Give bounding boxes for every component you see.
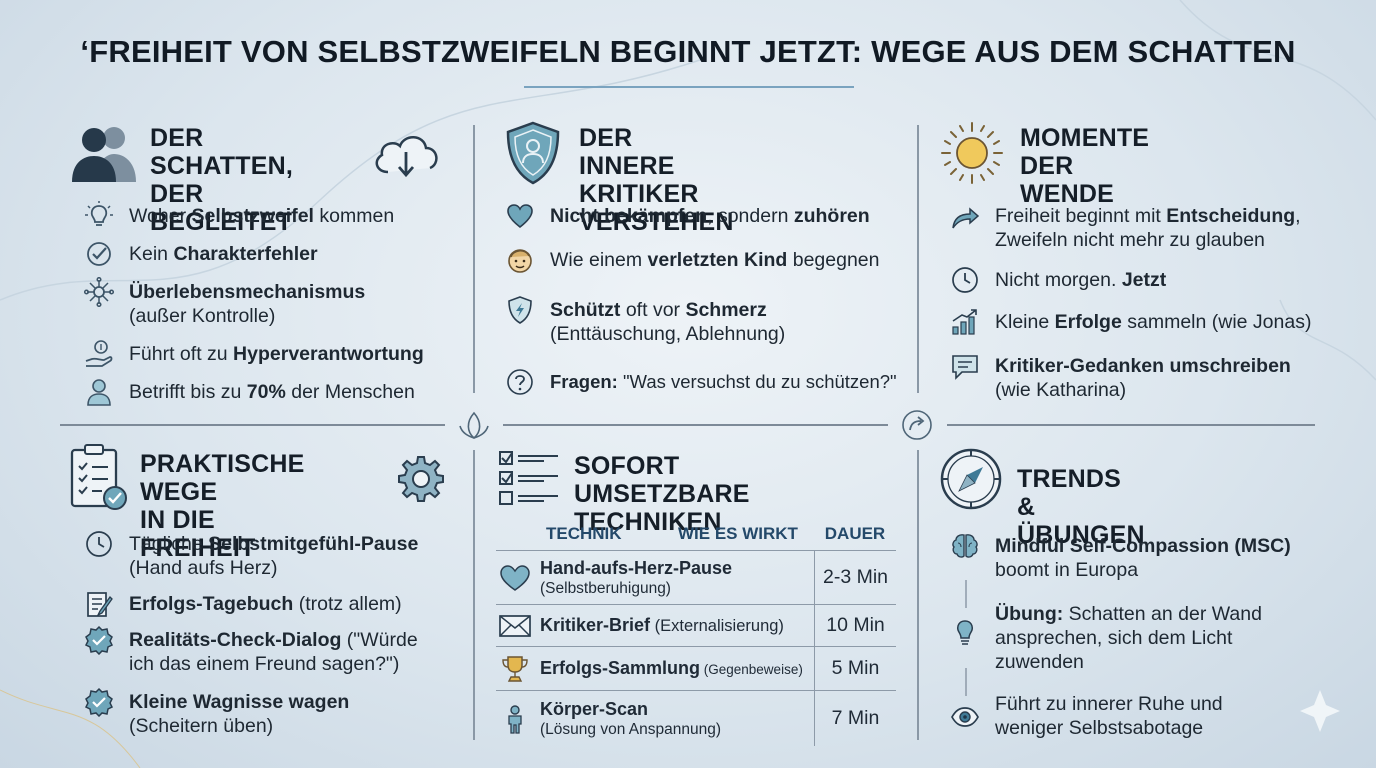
checklist-clipboard-icon [70,444,127,510]
list-item: Kritiker-Gedanken umschreiben (wie Kathar… [950,350,1350,412]
gear-icon [398,456,444,502]
technique-duration: 5 Min [814,647,896,690]
divider [917,450,919,740]
badge-check-icon [84,687,114,717]
arrow-share-icon [952,207,980,229]
people-icon [72,127,136,182]
divider [473,125,475,393]
share-ornament-icon [902,410,932,440]
list-item: Wie einem verletzten Kind begegnen [505,248,905,292]
item-list: Tägliche Selbstmitgefühl-Pause (Hand aufs… [84,531,464,740]
technique-duration: 2-3 Min [814,551,896,604]
network-icon [84,277,114,307]
list-item: Betrifft bis zu 70% der Menschen [84,379,464,418]
list-item: Kleine Wagnisse wagen (Scheitern üben) [84,687,464,740]
table-row: Hand-aufs-Herz-Pause (Selbstberuhigung) 2… [496,550,896,604]
technique-name: Kritiker-Brief [540,615,651,635]
divider [947,424,1315,426]
child-face-icon [508,249,532,273]
clock-icon [952,267,978,293]
list-item: Woher Selbstzweifel kommen [84,201,464,242]
lightbulb-icon [85,201,113,226]
list-item: Überlebensmechanismus (außer Kontrolle) [84,277,464,342]
divider [60,424,445,426]
panel-heading: SOFORT UMSETZBARE TECHNIKEN [574,452,750,536]
panel-heading: PRAKTISCHE WEGE IN DIE FREIHEIT [140,450,305,562]
page-title: ‘FREIHEIT VON SELBSTZWEIFELN BEGINNT JET… [80,34,1296,69]
column-header-technik: TECHNIK [546,524,622,543]
technique-effect: (Lösung von Anspannung) [540,720,721,738]
technique-effect: (Externalisierung) [650,617,784,635]
person-icon [508,704,522,734]
divider [473,450,475,740]
table-row: Erfolgs-Sammlung (Gegenbeweise) 5 Min [496,646,896,690]
check-circle-icon [87,242,111,266]
question-icon [507,369,533,395]
list-item: Tägliche Selbstmitgefühl-Pause (Hand aufs… [84,531,464,592]
speech-bubble-icon [952,355,978,380]
panel-heading: MOMENTE DER WENDE [1020,124,1150,208]
growth-chart-icon [952,309,977,335]
list-item: Kleine Erfolge sammeln (wie Jonas) [950,309,1350,350]
list-item: Führt oft zu Hyperverantwortung [84,340,464,380]
panel-heading: DER INNERE KRITIKER VERSTEHEN [579,124,734,236]
column-header-wirkung: WIE ES WIRKT [678,524,798,543]
checklist-icon [499,451,558,505]
technique-name: Körper-Scan [540,698,649,719]
list-item: Fragen: "Was versuchst du zu schützen?" [505,356,905,396]
leaf-ornament-icon [459,411,489,440]
column-header-dauer: DAUER [824,524,886,543]
panel-heading: DER SCHATTEN, DER BEGLEITET [150,124,293,236]
table-header: TECHNIK WIE ES WIRKT DAUER [496,522,896,546]
panel-heading: TRENDS & ÜBUNGEN [1017,465,1145,549]
list-item: Freiheit beginnt mit Entscheidung, Zweife… [950,204,1350,268]
title-underline [524,86,854,88]
timeline-connector [965,580,967,696]
heart-icon [500,564,530,591]
divider [503,424,888,426]
list-item: Nicht bekämpfen, sondern zuhören [505,204,905,248]
table-row: Kritiker-Brief (Externalisierung) 10 Min [496,604,896,646]
technique-duration: 7 Min [814,691,896,746]
brain-icon [952,534,978,558]
trophy-icon [502,655,528,682]
item-list: Mindful Self-Compassion (MSC) boomt in Eu… [950,534,1350,742]
item-list: Woher Selbstzweifel kommen Kein Charakte… [84,201,464,418]
technique-name: Hand-aufs-Herz-Pause [540,557,733,578]
list-item: Führt zu innerer Ruhe und weniger Selbsts… [950,686,1350,742]
divider [917,125,919,393]
person-icon [87,379,111,406]
technique-name: Erfolgs-Sammlung [540,658,701,678]
badge-check-icon [84,625,114,655]
table-row: Körper-Scan (Lösung von Anspannung) 7 Min [496,690,896,746]
lightbulb-icon [957,620,973,645]
item-list: Nicht bekämpfen, sondern zuhören Wie ein… [505,204,905,396]
heart-icon [507,204,533,229]
technique-effect: (Gegenbeweise) [700,662,803,677]
techniques-table: TECHNIK WIE ES WIRKT DAUER Hand-aufs-Her… [496,522,896,746]
eye-icon [951,707,979,727]
technique-duration: 10 Min [814,605,896,646]
clock-icon [86,531,112,557]
list-item: Mindful Self-Compassion (MSC) boomt in Eu… [950,534,1350,598]
list-item: Schützt oft vor Schmerz (Enttäuschung, Ab… [505,292,905,356]
item-list: Freiheit beginnt mit Entscheidung, Zweife… [950,204,1350,412]
list-item: Nicht morgen. Jetzt [950,267,1350,310]
shield-bolt-icon [508,296,532,324]
list-item: Realitäts-Check-Dialog ("Würde ich das ei… [84,625,464,690]
shield-person-icon [506,121,560,185]
envelope-icon [499,614,531,637]
technique-effect: (Selbstberuhigung) [540,579,671,597]
list-item: Übung: Schatten an der Wand ansprechen, s… [950,598,1350,686]
sun-icon [941,122,1003,184]
list-item: Erfolgs-Tagebuch (trotz allem) [84,592,464,628]
notebook-pen-icon [87,592,113,617]
cloud-download-icon [375,136,438,178]
list-item: Kein Charakterfehler [84,242,464,280]
compass-icon [940,448,1002,510]
hand-coin-icon [85,340,113,367]
